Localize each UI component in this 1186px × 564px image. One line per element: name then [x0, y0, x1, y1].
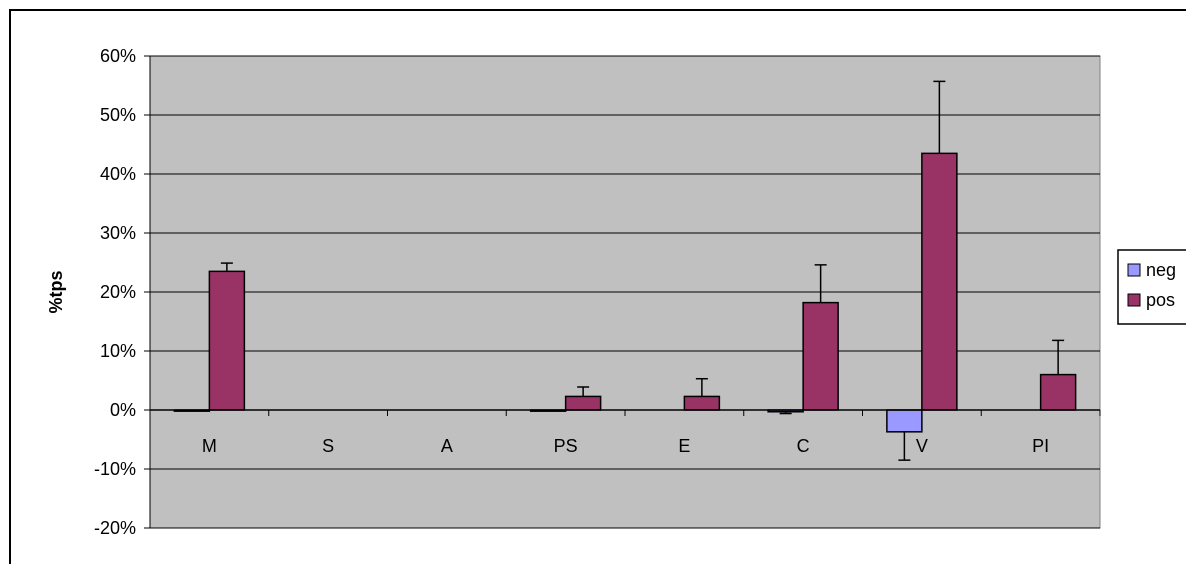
x-axis-ticks: M S A PS E C V PI — [202, 436, 1049, 456]
bar-pos-V — [921, 152, 958, 411]
legend-label-pos: pos — [1146, 290, 1175, 310]
x-tick-label: S — [322, 436, 334, 456]
y-tick-label: 10% — [100, 341, 136, 361]
y-axis-label: %tps — [46, 270, 66, 313]
bar-pos-PI — [1039, 373, 1077, 411]
y-axis-ticks: -20% -10% 0% 10% 20% 30% 40% 50% 60% — [94, 46, 151, 538]
x-tick-label: A — [441, 436, 453, 456]
bar-pos-E — [683, 395, 721, 411]
y-tick-label: -10% — [94, 459, 136, 479]
x-tick-label: E — [678, 436, 690, 456]
bar-pos-PS — [564, 395, 602, 411]
x-tick-label: V — [916, 436, 928, 456]
y-tick-label: 30% — [100, 223, 136, 243]
bar-neg-V — [886, 409, 923, 433]
bar-pos-C — [802, 301, 839, 411]
legend-label-neg: neg — [1146, 260, 1176, 280]
legend-box — [1117, 249, 1186, 325]
error-bars — [220, 80, 1065, 461]
bar-pos-M — [208, 270, 246, 411]
x-axis — [149, 409, 1101, 416]
y-tick-label: -20% — [94, 518, 136, 538]
legend: neg pos — [1117, 249, 1186, 325]
y-tick-label: 50% — [100, 105, 136, 125]
bars — [173, 152, 1077, 433]
y-tick-label: 60% — [100, 46, 136, 66]
legend-swatch-pos — [1127, 293, 1141, 307]
x-tick-label: M — [202, 436, 217, 456]
x-tick-label: PI — [1032, 436, 1049, 456]
legend-swatch-neg — [1127, 263, 1141, 277]
x-tick-label: PS — [554, 436, 578, 456]
y-tick-label: 0% — [110, 400, 136, 420]
y-tick-label: 20% — [100, 282, 136, 302]
y-tick-label: 40% — [100, 164, 136, 184]
x-tick-label: C — [797, 436, 810, 456]
